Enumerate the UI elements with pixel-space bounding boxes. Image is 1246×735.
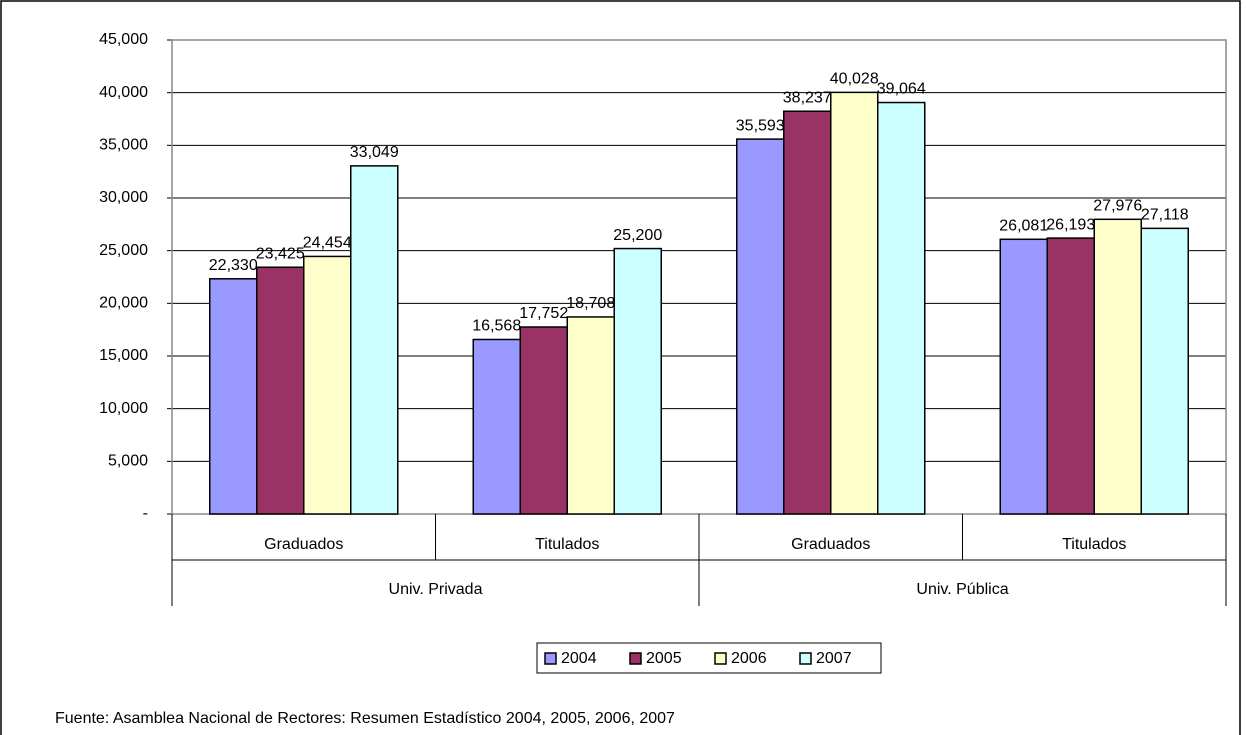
bar <box>736 138 785 515</box>
bar <box>1046 237 1095 515</box>
y-tick-label: 45,000 <box>99 31 148 48</box>
legend-box <box>536 642 882 674</box>
data-label: 27,976 <box>1093 198 1142 215</box>
legend-swatch <box>714 652 727 665</box>
data-label: 18,708 <box>566 295 615 312</box>
bar <box>999 238 1048 515</box>
y-tick-label: 5,000 <box>108 453 148 470</box>
bar <box>303 255 352 515</box>
bar <box>209 278 258 515</box>
bar <box>256 266 305 515</box>
y-tick-label: 10,000 <box>99 400 148 417</box>
legend-label: 2004 <box>561 650 597 667</box>
bar <box>566 316 615 515</box>
y-tick-label: 35,000 <box>99 137 148 154</box>
data-label: 24,454 <box>303 235 352 252</box>
bar <box>877 101 926 515</box>
legend-label: 2007 <box>816 650 852 667</box>
data-label: 17,752 <box>519 305 568 322</box>
data-label: 22,330 <box>209 257 258 274</box>
bar <box>613 247 662 515</box>
legend-swatch <box>629 652 642 665</box>
x-tick-label: Graduados <box>791 536 870 553</box>
legend-swatch <box>799 652 812 665</box>
y-tick-label: 30,000 <box>99 189 148 206</box>
bar <box>1093 218 1142 515</box>
data-label: 38,237 <box>783 89 832 106</box>
data-label: 35,593 <box>736 117 785 134</box>
y-tick-label: 25,000 <box>99 242 148 259</box>
data-label: 26,193 <box>1046 216 1095 233</box>
x-tick-label: Graduados <box>264 536 343 553</box>
x-tick-label: Titulados <box>535 536 599 553</box>
bar <box>519 326 568 515</box>
legend-label: 2005 <box>646 650 682 667</box>
x-tick-label: Titulados <box>1062 536 1126 553</box>
data-label: 40,028 <box>830 71 879 88</box>
data-label: 25,200 <box>613 227 662 244</box>
y-tick-label: 20,000 <box>99 295 148 312</box>
group-label: Univ. Pública <box>916 581 1008 598</box>
legend-label: 2006 <box>731 650 767 667</box>
y-tick-label: 15,000 <box>99 347 148 364</box>
data-label: 16,568 <box>472 318 521 335</box>
bar <box>830 91 879 515</box>
bar <box>350 165 399 515</box>
bar <box>472 338 521 515</box>
data-label: 26,081 <box>999 217 1048 234</box>
source-note: Fuente: Asamblea Nacional de Rectores: R… <box>55 710 675 727</box>
data-label: 23,425 <box>256 245 305 262</box>
data-label: 33,049 <box>350 144 399 161</box>
bar <box>1140 227 1189 515</box>
y-tick-label: 40,000 <box>99 84 148 101</box>
group-label: Univ. Privada <box>389 581 483 598</box>
data-label: 27,118 <box>1141 207 1189 224</box>
y-tick-label: - <box>143 505 148 522</box>
bar <box>783 110 832 515</box>
legend-swatch <box>544 652 557 665</box>
data-label: 39,064 <box>877 81 926 98</box>
